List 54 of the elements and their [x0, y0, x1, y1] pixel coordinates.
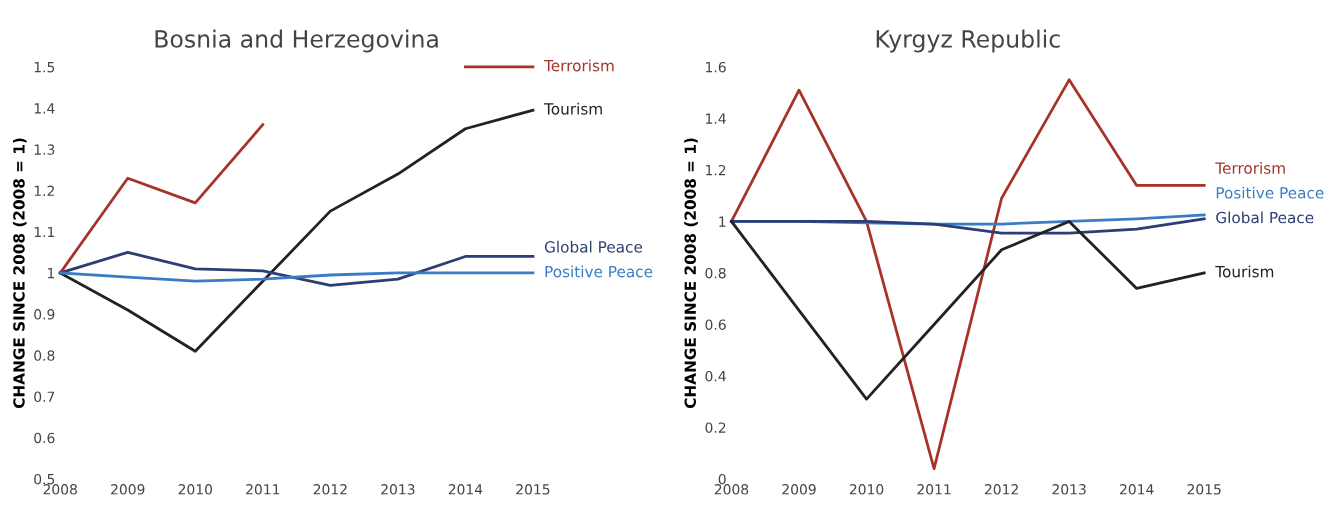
y-tick-label: 1.3	[34, 144, 55, 155]
y-tick-label: 1.1	[34, 226, 55, 238]
y-tick-label: 0.4	[705, 370, 726, 382]
y-axis-title: CHANGE SINCE 2008 (2008 = 1)	[684, 138, 698, 409]
line-series	[730, 220, 1206, 401]
x-tick-label: 2015	[516, 484, 550, 495]
y-tick-label: 1	[719, 216, 726, 227]
y-tick-label: 0	[718, 473, 726, 485]
y-tick-label: 1.6	[706, 61, 726, 73]
y-tick-label: 0.5	[34, 473, 55, 485]
x-tick-label: 2009	[782, 484, 816, 495]
series-label: Terrorism	[544, 59, 614, 72]
x-tick-label: 2012	[984, 484, 1018, 495]
line-series	[730, 78, 1206, 471]
line-series	[58, 108, 535, 353]
series-label: Positive Peace	[545, 265, 653, 278]
y-tick-label: 1	[48, 268, 55, 279]
y-tick-label: 0.6	[34, 432, 55, 444]
y-tick-label: 1.4	[706, 113, 726, 124]
x-tick-label: 2008	[43, 484, 77, 495]
chart-title: Bosnia and Herzegovina	[155, 29, 438, 53]
y-tick-label: 1.5	[34, 62, 55, 73]
line-series	[58, 250, 535, 287]
y-tick-label: 0.8	[34, 350, 55, 361]
y-axis-title: CHANGE SINCE 2008 (2008 = 1)	[12, 138, 27, 409]
y-tick-label: 0.6	[705, 319, 726, 330]
y-tick-label: 1.2	[706, 164, 726, 176]
series-label: Terrorism	[1215, 162, 1285, 174]
series-label: Positive Peace	[1216, 186, 1324, 199]
y-tick-label: 0.7	[34, 391, 55, 403]
y-tick-label: 0.8	[705, 267, 726, 279]
x-tick-label: 2013	[1052, 484, 1086, 495]
x-tick-label: 2012	[313, 484, 347, 495]
series-label: Tourism	[1215, 265, 1274, 278]
line-series	[730, 217, 1206, 235]
x-tick-label: 2011	[246, 484, 280, 495]
x-tick-label: 2014	[1120, 484, 1154, 495]
x-tick-label: 2010	[178, 484, 213, 495]
chart-title: Kyrgyz Republic	[876, 29, 1060, 53]
x-tick-label: 2013	[381, 484, 415, 495]
y-tick-label: 0.9	[34, 309, 55, 320]
y-tick-label: 1.4	[34, 103, 55, 114]
series-label: Tourism	[544, 102, 602, 115]
series-label: Global Peace	[544, 240, 643, 253]
series-label: Global Peace	[1216, 211, 1314, 224]
x-tick-label: 2009	[111, 484, 145, 495]
x-tick-label: 2008	[714, 484, 749, 495]
x-tick-label: 2011	[917, 484, 951, 495]
line-series	[58, 271, 535, 283]
x-tick-label: 2010	[849, 484, 884, 495]
x-tick-label: 2015	[1187, 484, 1221, 495]
y-tick-label: 1.2	[34, 185, 54, 196]
x-tick-label: 2014	[448, 484, 483, 495]
y-tick-label: 0.2	[705, 422, 726, 433]
